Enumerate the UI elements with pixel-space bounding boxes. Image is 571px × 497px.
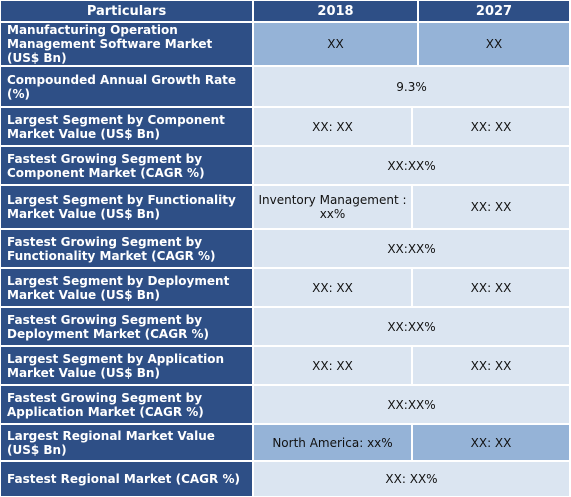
row-value-2027: XX: XX [413, 269, 569, 306]
row-label: Largest Segment by Application Market Va… [1, 347, 252, 384]
row-value-2027: XX: XX [413, 425, 569, 460]
row-value-span: XX:XX% [254, 308, 569, 345]
row-value-span: XX: XX% [254, 462, 569, 496]
row-label: Fastest Growing Segment by Functionality… [1, 230, 252, 267]
row-value-span: XX:XX% [254, 147, 569, 184]
row-label: Largest Segment by Functionality Market … [1, 186, 252, 228]
row-value-2018: XX: XX [254, 108, 411, 145]
row-value-span: XX:XX% [254, 386, 569, 423]
header-particulars: Particulars [1, 1, 252, 21]
row-label: Fastest Growing Segment by Component Mar… [1, 147, 252, 184]
row-label: Fastest Growing Segment by Application M… [1, 386, 252, 423]
row-label: Largest Segment by Component Market Valu… [1, 108, 252, 145]
row-value-2018: XX [254, 23, 417, 65]
row-value-2018: XX: XX [254, 269, 411, 306]
row-label: Compounded Annual Growth Rate (%) [1, 67, 252, 106]
row-value-2018: North America: xx% [254, 425, 411, 460]
row-label: Manufacturing Operation Management Softw… [1, 23, 252, 65]
row-value-2018: Inventory Management : xx% [254, 186, 411, 228]
row-label: Fastest Growing Segment by Deployment Ma… [1, 308, 252, 345]
row-value-2027: XX: XX [413, 108, 569, 145]
row-label: Largest Regional Market Value (US$ Bn) [1, 425, 252, 460]
row-value-2027: XX [419, 23, 569, 65]
header-2027: 2027 [419, 1, 569, 21]
row-value-2027: XX: XX [413, 347, 569, 384]
row-value-2018: XX: XX [254, 347, 411, 384]
row-label: Fastest Regional Market (CAGR %) [1, 462, 252, 496]
row-label: Largest Segment by Deployment Market Val… [1, 269, 252, 306]
row-value-span: 9.3% [254, 67, 569, 106]
header-2018: 2018 [254, 1, 417, 21]
row-value-span: XX:XX% [254, 230, 569, 267]
row-value-2027: XX: XX [413, 186, 569, 228]
